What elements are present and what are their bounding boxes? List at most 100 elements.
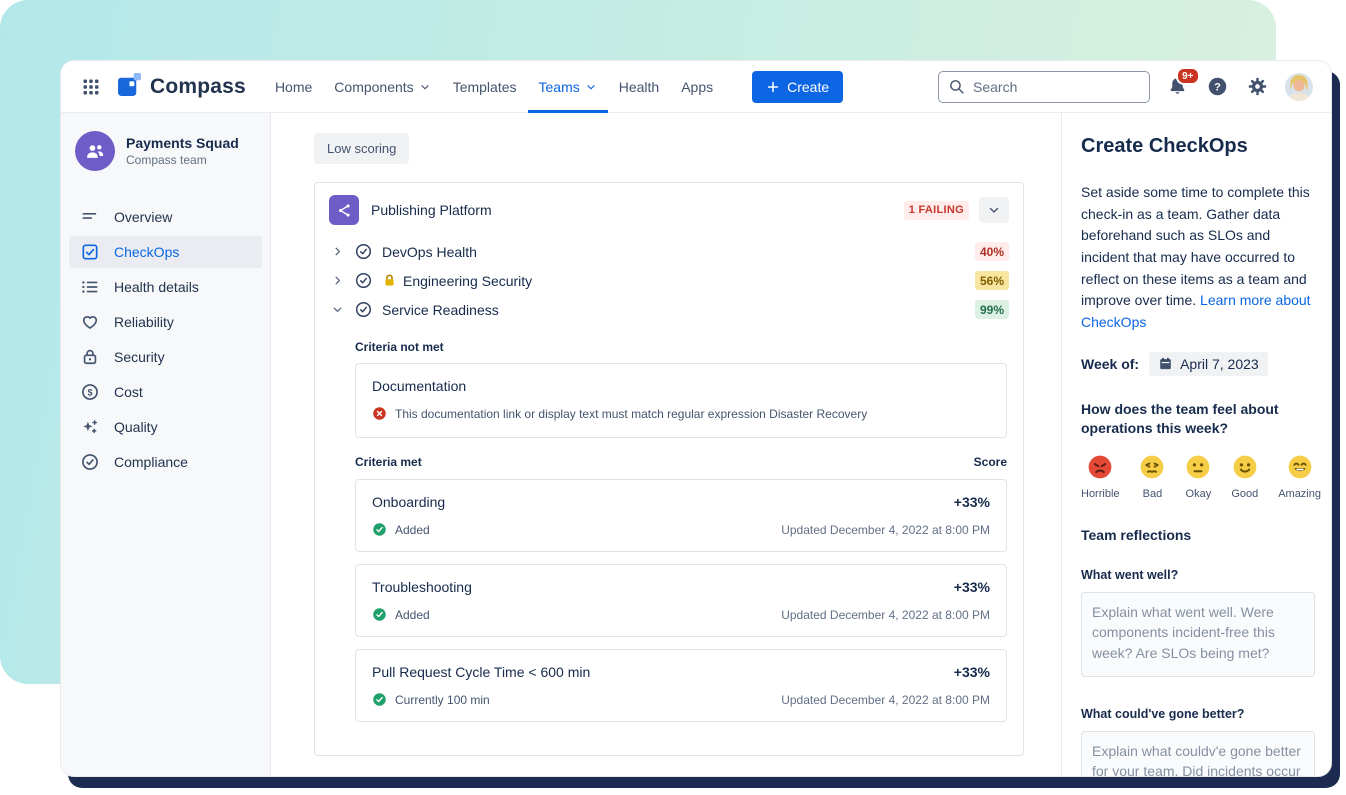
went-well-textarea[interactable] <box>1081 592 1315 677</box>
week-of-label: Week of: <box>1081 355 1140 372</box>
gone-better-label: What could've gone better? <box>1081 707 1245 721</box>
learn-more-link[interactable]: Learn more about CheckOps <box>1081 292 1311 331</box>
list-icon <box>82 281 98 293</box>
compass-logo[interactable]: Compass <box>117 72 246 102</box>
sidebar-item-quality[interactable]: Quality <box>69 411 262 443</box>
low-scoring-filter-chip[interactable]: Low scoring <box>314 133 410 164</box>
chevron-down-icon <box>989 207 999 213</box>
panel-description: Set aside some time to complete this che… <box>1081 184 1310 309</box>
success-check-icon <box>372 522 387 537</box>
criterion-status: Added <box>395 607 430 622</box>
score-column-label: Score <box>973 455 1007 469</box>
team-header[interactable]: Payments Squad Compass team <box>61 131 270 171</box>
nav-item-components[interactable]: Components <box>323 61 441 113</box>
team-sidebar: Payments Squad Compass team Overview Che… <box>61 113 271 776</box>
settings-gear-icon[interactable] <box>1245 74 1270 99</box>
nav-item-home[interactable]: Home <box>274 78 313 95</box>
angry-face-icon <box>1087 454 1113 480</box>
chevron-down-icon <box>419 81 431 93</box>
heart-icon <box>82 316 98 329</box>
app-window: Compass Home Components Templates Teams … <box>60 60 1332 777</box>
search-box <box>938 70 1150 103</box>
team-type: Compass team <box>126 153 207 167</box>
week-date-value: April 7, 2023 <box>1180 355 1259 372</box>
primary-nav: Home Components Templates Teams Health A… <box>264 61 724 113</box>
overview-icon <box>82 213 97 219</box>
nav-item-apps[interactable]: Apps <box>681 78 714 95</box>
compass-logo-icon <box>117 72 142 102</box>
checkbox-icon <box>82 244 98 260</box>
team-header-text: Payments Squad Compass team <box>126 135 239 167</box>
sidebar-item-overview[interactable]: Overview <box>69 201 262 233</box>
collapse-card-button[interactable] <box>979 197 1009 223</box>
distressed-face-icon <box>1139 454 1165 480</box>
failing-badge: 1 FAILING <box>903 200 969 220</box>
scorecard-row-engineering-security[interactable]: Engineering Security 56% <box>329 266 1009 295</box>
criterion-title: Pull Request Cycle Time < 600 min <box>372 664 591 680</box>
create-button[interactable]: Create <box>752 70 844 103</box>
mood-question: How does the team feel about operations … <box>1081 400 1279 437</box>
gone-better-textarea[interactable] <box>1081 731 1315 776</box>
sidebar-item-reliability[interactable]: Reliability <box>69 306 262 338</box>
app-switcher-icon[interactable] <box>77 73 105 101</box>
help-icon[interactable]: ? <box>1205 74 1230 99</box>
mood-good-button[interactable]: Good <box>1231 454 1258 500</box>
criteria-met-label: Criteria met <box>355 455 422 469</box>
user-avatar[interactable] <box>1285 72 1313 101</box>
neutral-face-icon <box>1185 454 1211 480</box>
gold-padlock-icon <box>382 273 397 288</box>
sidebar-item-checkops[interactable]: CheckOps <box>69 236 262 268</box>
criterion-title: Documentation <box>372 378 467 394</box>
criterion-updated: Updated December 4, 2022 at 8:00 PM <box>781 607 990 622</box>
week-date-picker[interactable]: April 7, 2023 <box>1149 351 1268 376</box>
criterion-score: +33% <box>953 664 990 680</box>
score-badge: 99% <box>974 300 1009 319</box>
plus-icon <box>766 80 780 94</box>
chevron-down-icon[interactable] <box>329 303 345 316</box>
success-check-icon <box>372 607 387 622</box>
search-input[interactable] <box>938 70 1150 103</box>
mood-selector: Horrible Bad Okay Good Amazing <box>1081 454 1321 500</box>
component-name[interactable]: Publishing Platform <box>371 202 492 218</box>
sidebar-item-compliance[interactable]: Compliance <box>69 446 262 478</box>
scorecard-check-icon <box>354 242 373 261</box>
component-card: Publishing Platform 1 FAILING DevOps Hea… <box>314 182 1024 756</box>
panel-title: Create CheckOps <box>1081 135 1248 157</box>
criterion-error-message: This documentation link or display text … <box>395 406 868 421</box>
component-icon <box>329 195 359 225</box>
score-badge: 40% <box>974 242 1009 261</box>
notifications-icon[interactable]: 9+ <box>1165 67 1200 99</box>
nav-item-health[interactable]: Health <box>618 78 660 95</box>
nav-item-templates[interactable]: Templates <box>452 78 517 95</box>
search-icon <box>950 80 964 94</box>
scorecard-check-icon <box>354 271 373 290</box>
scorecard-tree: DevOps Health 40% Engineering Security 5… <box>315 233 1023 324</box>
criteria-section: Criteria not met Documentation This docu… <box>355 340 1007 722</box>
chevron-down-icon <box>585 81 597 93</box>
team-avatar-icon <box>75 131 115 171</box>
scorecard-row-devops-health[interactable]: DevOps Health 40% <box>329 237 1009 266</box>
criterion-score: +33% <box>953 494 990 510</box>
chevron-right-icon[interactable] <box>329 245 345 258</box>
sidebar-item-cost[interactable]: $ Cost <box>69 376 262 408</box>
scorecard-row-service-readiness[interactable]: Service Readiness 99% <box>329 295 1009 324</box>
mood-okay-button[interactable]: Okay <box>1185 454 1211 500</box>
logo-wordmark: Compass <box>150 74 246 98</box>
check-circle-icon <box>82 454 98 470</box>
team-reflections-title: Team reflections <box>1081 527 1192 543</box>
chevron-right-icon[interactable] <box>329 274 345 287</box>
criterion-updated: Updated December 4, 2022 at 8:00 PM <box>781 692 990 707</box>
nav-item-teams[interactable]: Teams <box>527 61 608 113</box>
went-well-label: What went well? <box>1081 568 1179 582</box>
criterion-title: Troubleshooting <box>372 579 472 595</box>
dollar-circle-icon: $ <box>82 384 98 400</box>
mood-bad-button[interactable]: Bad <box>1139 454 1165 500</box>
lock-icon <box>83 349 97 365</box>
criterion-title: Onboarding <box>372 494 446 510</box>
create-checkops-panel: Create CheckOps Set aside some time to c… <box>1061 113 1331 776</box>
svg-text:$: $ <box>88 387 93 397</box>
mood-amazing-button[interactable]: Amazing <box>1278 454 1321 500</box>
sidebar-item-security[interactable]: Security <box>69 341 262 373</box>
mood-horrible-button[interactable]: Horrible <box>1081 454 1120 500</box>
sidebar-item-health-details[interactable]: Health details <box>69 271 262 303</box>
